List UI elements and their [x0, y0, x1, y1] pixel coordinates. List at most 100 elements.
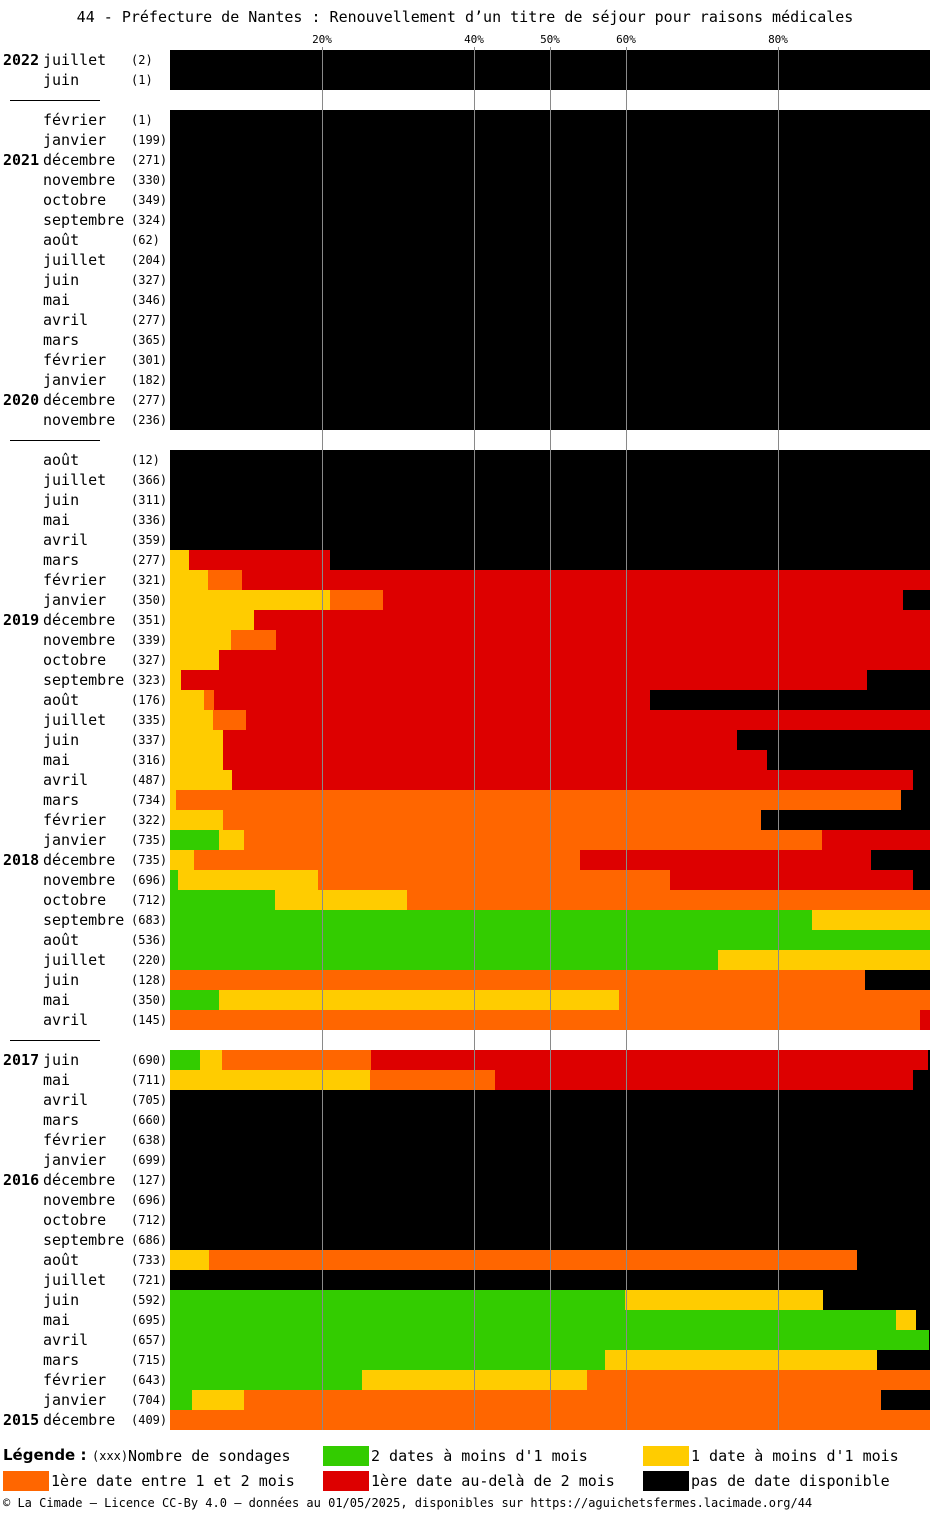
- month-label: mai: [43, 511, 71, 529]
- bar-segment-black: [877, 1350, 930, 1370]
- bar-segment-yellow: [170, 670, 181, 690]
- bar-segment-orange: [170, 1010, 920, 1030]
- bar-segment-red: [580, 850, 871, 870]
- bar-segment-orange: [223, 810, 761, 830]
- year-separator: [10, 440, 100, 441]
- survey-count: (346): [131, 293, 168, 307]
- bar-segment-yellow: [170, 770, 232, 790]
- year-label: 2018: [3, 851, 40, 869]
- month-label: avril: [43, 1091, 89, 1109]
- survey-count: (660): [131, 1113, 168, 1127]
- survey-count: (536): [131, 933, 168, 947]
- survey-count: (487): [131, 773, 168, 787]
- survey-count: (145): [131, 1013, 168, 1027]
- bar-segment-yellow: [275, 890, 407, 910]
- month-label: décembre: [43, 1171, 116, 1189]
- year-label: 2015: [3, 1411, 40, 1429]
- survey-count: (220): [131, 953, 168, 967]
- bar-segment-black: [330, 550, 930, 570]
- bar-segment-red: [371, 1050, 928, 1070]
- month-label: mars: [43, 1351, 80, 1369]
- month-label: octobre: [43, 651, 107, 669]
- bar-segment-green: [170, 990, 219, 1010]
- year-label: 2022: [3, 51, 40, 69]
- bar-segment-black: [913, 870, 930, 890]
- x-tick-label: 60%: [616, 33, 636, 46]
- legend-title: Légende :: [3, 1446, 87, 1464]
- month-label: mai: [43, 991, 71, 1009]
- bar-row: [170, 1010, 930, 1030]
- footer-credits: © La Cimade – Licence CC-By 4.0 – donnée…: [3, 1496, 813, 1510]
- month-label: septembre: [43, 1231, 125, 1249]
- survey-count: (712): [131, 893, 168, 907]
- bar-row: [170, 870, 930, 890]
- month-label: septembre: [43, 911, 125, 929]
- survey-count: (1): [131, 113, 153, 127]
- x-tick-label: 50%: [540, 33, 560, 46]
- survey-count: (1): [131, 73, 153, 87]
- bar-segment-red: [181, 670, 867, 690]
- survey-count: (696): [131, 1193, 168, 1207]
- bar-segment-green: [170, 1350, 605, 1370]
- survey-count: (321): [131, 573, 168, 587]
- x-tick-label: 80%: [768, 33, 788, 46]
- bar-row: [170, 590, 930, 610]
- bar-segment-yellow: [178, 870, 318, 890]
- month-label: juin: [43, 1051, 80, 1069]
- month-label: septembre: [43, 671, 125, 689]
- bar-segment-black: [865, 970, 930, 990]
- bar-segment-orange: [209, 1250, 857, 1270]
- legend-swatch: [3, 1471, 49, 1491]
- legend-count-label: Nombre de sondages: [128, 1447, 291, 1465]
- gridline: [778, 47, 779, 1430]
- bar-row: [170, 1350, 930, 1370]
- legend-label: pas de date disponible: [691, 1472, 890, 1490]
- bar-row: [170, 1310, 930, 1330]
- legend-label: 1 date à moins d'1 mois: [691, 1447, 899, 1465]
- bar-segment-red: [276, 630, 930, 650]
- month-label: novembre: [43, 631, 116, 649]
- month-label: novembre: [43, 171, 116, 189]
- survey-count: (301): [131, 353, 168, 367]
- survey-count: (366): [131, 473, 168, 487]
- bar-segment-red: [232, 770, 913, 790]
- bar-segment-orange: [176, 790, 901, 810]
- year-label: 2020: [3, 391, 40, 409]
- survey-count: (336): [131, 513, 168, 527]
- survey-count: (2): [131, 53, 153, 67]
- month-label: août: [43, 931, 80, 949]
- month-label: janvier: [43, 131, 107, 149]
- month-label: juin: [43, 1291, 80, 1309]
- survey-count: (339): [131, 633, 168, 647]
- month-label: août: [43, 451, 80, 469]
- bar-segment-red: [495, 1070, 913, 1090]
- bar-segment-orange: [244, 1390, 881, 1410]
- bar-segment-yellow: [896, 1310, 916, 1330]
- bar-segment-black: [867, 670, 930, 690]
- month-label: juillet: [43, 471, 107, 489]
- survey-count: (330): [131, 173, 168, 187]
- bar-segment-yellow: [170, 550, 189, 570]
- month-label: janvier: [43, 1151, 107, 1169]
- survey-count: (734): [131, 793, 168, 807]
- month-label: mars: [43, 331, 80, 349]
- month-label: décembre: [43, 611, 116, 629]
- month-label: mai: [43, 291, 71, 309]
- bar-row: [170, 830, 930, 850]
- bar-segment-black: [737, 730, 930, 750]
- bar-segment-yellow: [170, 650, 219, 670]
- month-label: février: [43, 811, 107, 829]
- month-label: juin: [43, 971, 80, 989]
- month-label: janvier: [43, 1391, 107, 1409]
- bar-segment-orange: [194, 850, 580, 870]
- bar-row: [170, 790, 930, 810]
- survey-count: (127): [131, 1173, 168, 1187]
- survey-count: (409): [131, 1413, 168, 1427]
- survey-count: (204): [131, 253, 168, 267]
- bar-segment-red: [920, 1010, 930, 1030]
- gridline: [550, 47, 551, 1430]
- bar-segment-yellow: [170, 730, 223, 750]
- month-label: février: [43, 1371, 107, 1389]
- survey-count: (699): [131, 1153, 168, 1167]
- legend-swatch: [643, 1446, 689, 1466]
